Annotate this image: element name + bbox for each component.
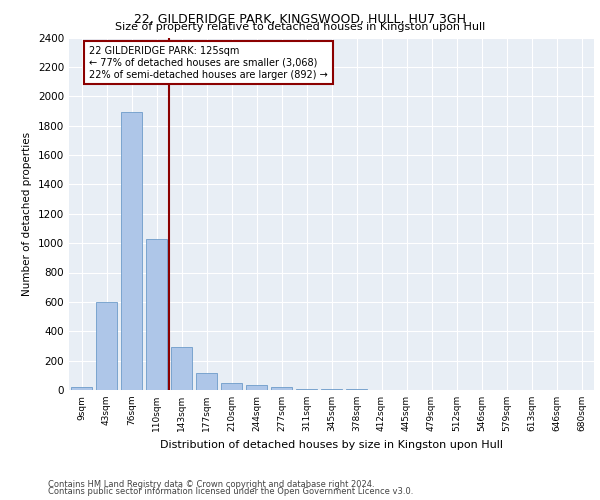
Text: Contains public sector information licensed under the Open Government Licence v3: Contains public sector information licen…: [48, 487, 413, 496]
Bar: [221, 382, 242, 390]
Bar: [121, 112, 142, 390]
Y-axis label: Number of detached properties: Number of detached properties: [22, 132, 32, 296]
Bar: [271, 387, 292, 390]
Text: Contains HM Land Registry data © Crown copyright and database right 2024.: Contains HM Land Registry data © Crown c…: [48, 480, 374, 489]
Text: 22 GILDERIDGE PARK: 125sqm
← 77% of detached houses are smaller (3,068)
22% of s: 22 GILDERIDGE PARK: 125sqm ← 77% of deta…: [89, 46, 328, 80]
Text: Size of property relative to detached houses in Kingston upon Hull: Size of property relative to detached ho…: [115, 22, 485, 32]
Text: 22, GILDERIDGE PARK, KINGSWOOD, HULL, HU7 3GH: 22, GILDERIDGE PARK, KINGSWOOD, HULL, HU…: [134, 12, 466, 26]
Bar: [196, 373, 217, 390]
Bar: [246, 385, 267, 390]
Bar: [146, 238, 167, 390]
X-axis label: Distribution of detached houses by size in Kingston upon Hull: Distribution of detached houses by size …: [160, 440, 503, 450]
Bar: [296, 388, 317, 390]
Bar: [171, 348, 192, 390]
Bar: [96, 302, 117, 390]
Bar: [71, 387, 92, 390]
